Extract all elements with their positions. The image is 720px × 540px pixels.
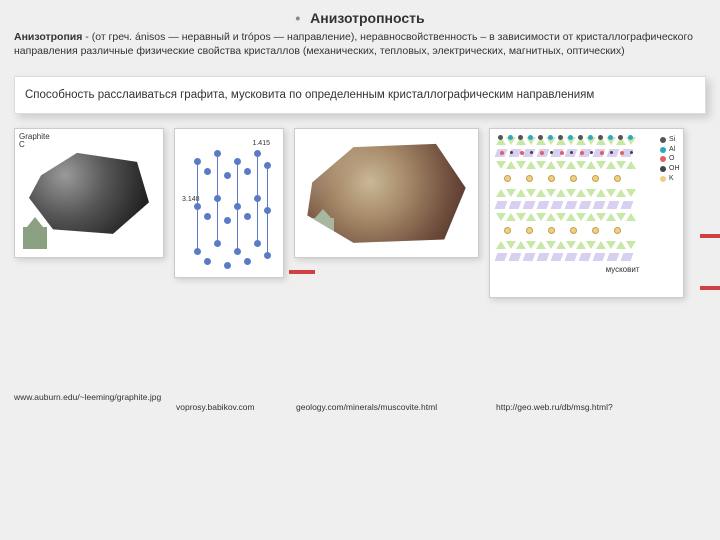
muscovite-lattice-icon: Si Al O OH K мусковит [492, 131, 682, 296]
bullet-icon: • [295, 10, 300, 26]
definition-text: - (от греч. ánisos — неравный и trópos —… [14, 31, 693, 57]
up-arrow-icon [312, 218, 334, 238]
legend: Si Al O OH K [660, 135, 680, 184]
figure-muscovite-photo [294, 128, 479, 258]
legend-si: Si [669, 135, 675, 145]
graphite-caption: Graphite C [19, 133, 50, 149]
legend-k: K [669, 174, 674, 184]
page-title: • Анизотропность [0, 0, 720, 26]
definition-block: Анизотропия - (от греч. ánisos — неравны… [0, 26, 720, 58]
graphite-rock-icon [29, 148, 149, 238]
lattice-size-top: 1.415 [252, 140, 270, 147]
credit-4: http://geo.web.ru/db/msg.html? [496, 392, 706, 412]
credit-1: www.auburn.edu/~leeming/graphite.jpg [14, 392, 176, 412]
legend-o: O [669, 154, 674, 164]
figure-graphite-lattice: 1.415 3.148 [174, 128, 284, 278]
title-text: Анизотропность [310, 10, 424, 26]
legend-al: Al [669, 145, 675, 155]
graphite-lattice-icon: 1.415 3.148 [184, 138, 274, 268]
term: Анизотропия [14, 31, 82, 43]
muscovite-label: мусковит [606, 265, 640, 274]
up-arrow-icon [23, 227, 47, 249]
figure-muscovite-lattice: Si Al O OH K мусковит [489, 128, 684, 298]
figures-row: Graphite C 1.415 3.148 [0, 114, 720, 298]
ability-box: Способность расслаиваться графита, муско… [14, 76, 706, 114]
red-arrow-icon [700, 234, 720, 238]
red-arrow-icon [700, 286, 720, 290]
credits-row: www.auburn.edu/~leeming/graphite.jpg vop… [14, 392, 706, 412]
credit-2: voprosy.babikov.com [176, 392, 296, 412]
figure-graphite-photo: Graphite C [14, 128, 164, 258]
red-arrow-icon [289, 270, 315, 274]
graphite-caption-l2: C [19, 140, 25, 149]
muscovite-rock-icon [304, 138, 469, 248]
ability-text: Способность расслаиваться графита, муско… [25, 89, 594, 101]
credit-3: geology.com/minerals/muscovite.html [296, 392, 496, 412]
legend-oh: OH [669, 164, 680, 174]
